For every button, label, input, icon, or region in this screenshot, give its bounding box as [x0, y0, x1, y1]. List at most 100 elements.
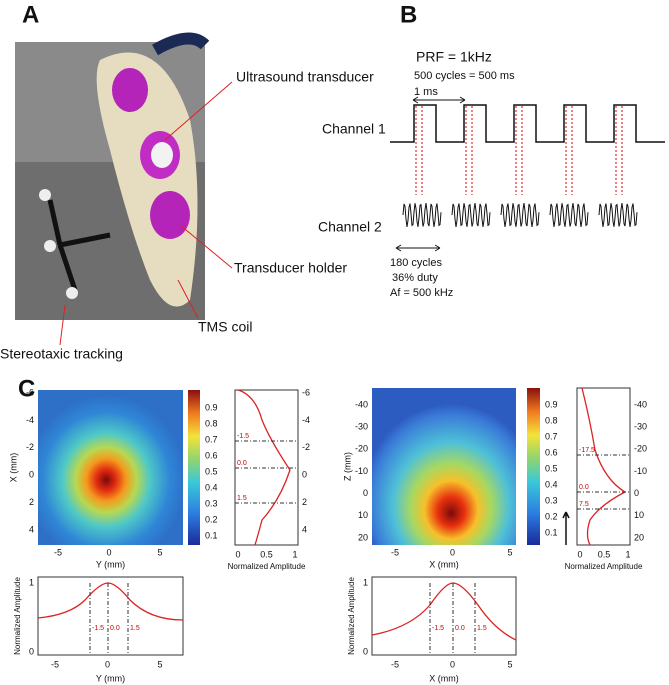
tick-label: 0.1 [205, 530, 218, 540]
tick-label: 20 [634, 532, 644, 542]
marker-label: -1.5 [237, 433, 249, 440]
tick-label: 0.4 [545, 479, 558, 489]
sync-lines [415, 106, 623, 195]
tick-label: 0.8 [205, 418, 218, 428]
axis-label: Normalized Amplitude [347, 577, 356, 655]
profile-frame [576, 387, 631, 546]
period: 1 ms [414, 86, 438, 98]
heatmap [372, 388, 516, 545]
tick-label: 1 [363, 577, 368, 587]
tick-label: 0 [450, 547, 455, 557]
photo [15, 32, 210, 320]
tick-label: -4 [26, 415, 34, 425]
tick-label: 0.9 [205, 402, 218, 412]
tick-label: 0.8 [545, 415, 558, 425]
tick-label: 0 [235, 549, 240, 559]
marker-label: 1.5 [130, 625, 140, 632]
colorbar [188, 390, 200, 545]
tick-label: -30 [634, 422, 647, 432]
tick-label: -2 [302, 442, 310, 452]
tick-label: 0.2 [545, 511, 558, 521]
bottom-curve [37, 582, 184, 621]
tick-label: 0.6 [205, 450, 218, 460]
axis-label: Z (mm) [342, 452, 352, 481]
tick-label: -5 [54, 547, 62, 557]
tick-label: -6 [26, 387, 34, 397]
burst-note: 36% duty [392, 272, 438, 284]
tick-label: 1 [292, 549, 297, 559]
burst-arrow [395, 244, 441, 252]
tick-label: -20 [355, 444, 368, 454]
prf: PRF = 1kHz [416, 49, 492, 65]
panel-label: B [400, 1, 417, 28]
marker-label: 1.5 [237, 495, 247, 502]
tick-label: -4 [302, 415, 310, 425]
marker-label: -1.5 [432, 625, 444, 632]
marker-label: -1.5 [92, 625, 104, 632]
tick-label: 0.5 [205, 466, 218, 476]
tick-label: 0 [105, 659, 110, 669]
tick-label: 5 [507, 659, 512, 669]
tick-label: 0 [29, 646, 34, 656]
sine-bursts [402, 202, 638, 228]
tick-label: 0 [363, 646, 368, 656]
tick-label: 0.2 [205, 514, 218, 524]
tick-label: 0.1 [545, 527, 558, 537]
marker-label: 0.0 [237, 460, 247, 467]
tick-label: 0 [106, 547, 111, 557]
tick-label: -40 [355, 399, 368, 409]
tick-label: 5 [157, 659, 162, 669]
tick-label: 5 [507, 547, 512, 557]
tick-label: 0.7 [545, 431, 558, 441]
channel-label: Channel 2 [318, 219, 382, 235]
tick-label: 0 [302, 470, 307, 480]
marker-label: 0.0 [579, 484, 589, 491]
tick-label: 0.7 [205, 434, 218, 444]
tick-label: 0 [363, 488, 368, 498]
tick-label: -5 [391, 659, 399, 669]
annotation: Ultrasound transducer [236, 69, 374, 85]
tick-label: -10 [634, 466, 647, 476]
axis-label: Normalized Amplitude [228, 562, 306, 571]
tick-label: 1 [625, 549, 630, 559]
marker-label: 7.5 [579, 501, 589, 508]
tick-label: 0 [29, 470, 34, 480]
tick-label: 1 [29, 577, 34, 587]
period-arrow [412, 96, 466, 104]
tick-label: 0.5 [598, 549, 611, 559]
tick-label: 0.5 [260, 549, 273, 559]
tick-label: 0 [577, 549, 582, 559]
tick-label: -2 [26, 442, 34, 452]
tick-label: 0.3 [545, 495, 558, 505]
tick-label: 2 [302, 497, 307, 507]
tick-label: -40 [634, 399, 647, 409]
tick-label: 20 [358, 532, 368, 542]
axis-label: Normalized Amplitude [13, 577, 22, 655]
tick-label: -30 [355, 422, 368, 432]
marker-label: -17.5 [579, 447, 595, 454]
burst-note: 180 cycles [390, 257, 442, 269]
tick-label: 10 [358, 510, 368, 520]
cycles: 500 cycles = 500 ms [414, 70, 515, 82]
tick-label: -6 [302, 387, 310, 397]
tick-label: -20 [634, 444, 647, 454]
tick-label: 0.5 [545, 463, 558, 473]
panel-label: C [18, 375, 35, 402]
annotation: TMS coil [198, 319, 252, 335]
axis-label: X (mm) [429, 673, 459, 683]
pointer-lines [59, 81, 233, 346]
marker-label: 1.5 [477, 625, 487, 632]
panel-label: A [22, 1, 39, 28]
marker-label: 0.0 [455, 625, 465, 632]
axis-label: X (mm) [8, 453, 18, 483]
tick-label: 0 [450, 659, 455, 669]
axis-label: Normalized Amplitude [565, 562, 643, 571]
tick-label: 0.3 [205, 498, 218, 508]
profile-curve [581, 387, 627, 546]
tick-label: 5 [157, 547, 162, 557]
tick-label: 0 [634, 488, 639, 498]
colorbar [527, 388, 540, 545]
channel-label: Channel 1 [322, 121, 386, 137]
tick-label: 2 [29, 497, 34, 507]
